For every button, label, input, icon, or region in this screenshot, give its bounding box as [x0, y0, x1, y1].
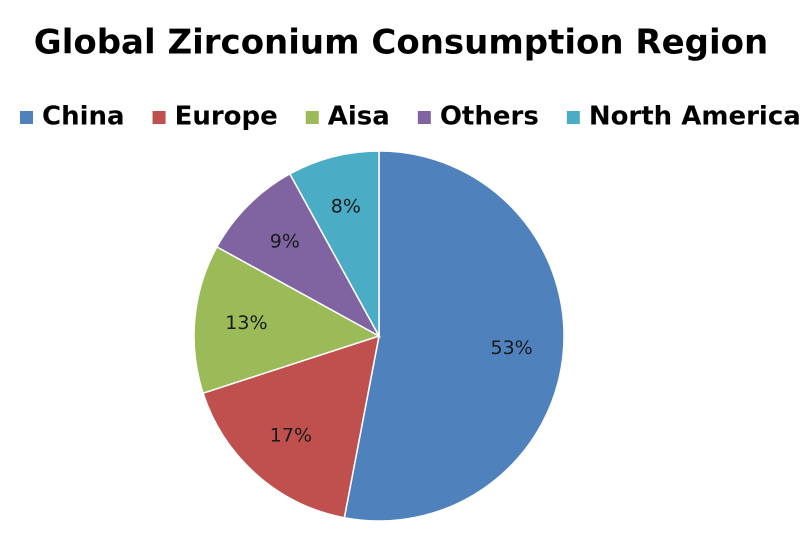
legend-label: Others: [440, 102, 539, 132]
value-label: 17%: [270, 424, 312, 446]
legend-swatch: [20, 111, 33, 124]
value-label: 9%: [270, 230, 300, 252]
legend-label: China: [42, 102, 125, 132]
legend-swatch: [417, 111, 431, 124]
pie-slice: [202, 334, 380, 519]
pie-slice: [215, 172, 381, 338]
legend-swatch: [305, 111, 319, 124]
value-label: 13%: [225, 312, 267, 334]
value-label: 8%: [331, 195, 361, 217]
pie-slice: [193, 245, 381, 395]
chart-title: Global Zirconium Consumption Region: [34, 23, 768, 63]
legend-label: Europe: [175, 102, 278, 132]
value-label: 53%: [490, 337, 532, 359]
legend-swatch: [152, 111, 166, 124]
pie-slice: [288, 150, 380, 337]
legend-label: Aisa: [328, 102, 390, 132]
legend-swatch: [566, 111, 580, 124]
pie-slice: [343, 150, 565, 522]
legend-label: North America: [589, 102, 801, 132]
